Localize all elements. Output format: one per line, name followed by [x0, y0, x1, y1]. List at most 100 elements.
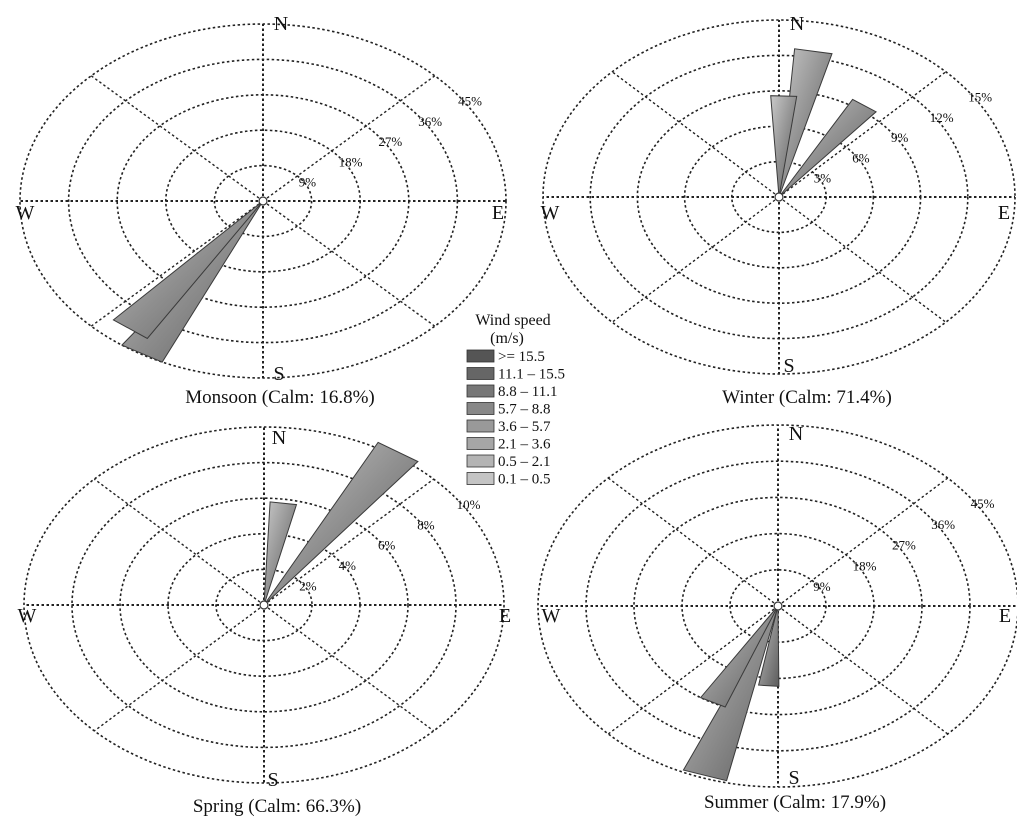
- grid-ring: [23, 426, 505, 784]
- ring-label: 3%: [814, 171, 832, 186]
- wind-petal: [112, 200, 264, 340]
- compass-west: W: [18, 605, 37, 627]
- ring-label: 45%: [971, 496, 995, 511]
- legend-swatch: [466, 419, 495, 433]
- ring-label: 8%: [417, 517, 435, 532]
- compass-east: E: [998, 202, 1010, 224]
- wind-rose-spring: 2% 4% 6% 8% 10% N S W E Spring (Calm: 66.3%): [18, 426, 511, 817]
- legend-label: 8.8 – 11.1: [498, 384, 557, 400]
- legend-swatch: [466, 367, 495, 380]
- ring-label: 45%: [458, 94, 482, 109]
- grid-spoke: [262, 75, 436, 202]
- wind-petal: [263, 441, 419, 606]
- grid-spoke: [90, 200, 264, 327]
- grid-spoke: [263, 478, 435, 606]
- grid-spoke: [611, 196, 780, 323]
- grid-spoke: [263, 604, 435, 732]
- ring-label: 12%: [930, 110, 954, 125]
- legend-swatch: [466, 454, 495, 468]
- grid-spoke: [607, 477, 779, 607]
- compass-north: N: [272, 427, 286, 449]
- legend-label: 11.1 – 15.5: [498, 367, 565, 383]
- legend-label: 0.1 – 0.5: [498, 472, 551, 488]
- wind-petal: [263, 501, 298, 606]
- polar-grid: [542, 19, 1016, 375]
- legend-swatch: [466, 472, 495, 485]
- wind-rose-summer: 9% 18% 27% 36% 45% N S W E Summer (Calm: 17.…: [537, 423, 1017, 813]
- grid-ring: [119, 497, 409, 713]
- grid-spoke: [93, 604, 265, 732]
- center-marker: [258, 196, 268, 206]
- legend-label: 3.6 – 5.7: [498, 419, 551, 435]
- compass-south: S: [783, 355, 794, 377]
- legend-label: 2.1 – 3.6: [498, 437, 551, 453]
- petal-group: [770, 48, 877, 202]
- ring-label: 6%: [852, 150, 870, 165]
- grid-ring: [633, 496, 923, 716]
- compass-north: N: [790, 13, 804, 35]
- grid-spoke: [777, 477, 949, 607]
- compass-west: W: [16, 202, 35, 224]
- ring-label: 4%: [339, 558, 357, 573]
- legend-title: Wind speed: [475, 312, 550, 329]
- ring-label-group: 9% 18% 27% 36% 45%: [299, 94, 482, 190]
- legend-label: 5.7 – 8.8: [498, 402, 551, 418]
- wind-petal: [699, 605, 779, 708]
- grid-spoke: [611, 71, 780, 198]
- petal-group: [112, 196, 268, 363]
- legend-items: >= 15.5 11.1 – 15.58.8 – 11.1 5.7 – 8.83.6…: [466, 349, 565, 488]
- petal-group: [682, 601, 783, 782]
- legend-swatch: [466, 402, 495, 415]
- wind-rose-monsoon: 9% 18% 27% 36% 45% N S W E Monsoon (Calm: 16…: [16, 13, 507, 408]
- compass-south: S: [788, 767, 799, 789]
- compass-east: E: [499, 605, 511, 627]
- legend-swatch: [466, 384, 495, 398]
- ring-label: 36%: [418, 114, 442, 129]
- compass-south: S: [273, 363, 284, 385]
- ring-label: 2%: [299, 579, 317, 594]
- panel-caption: Monsoon (Calm: 16.8%): [185, 387, 374, 408]
- polar-grid: [19, 23, 507, 379]
- ring-label: 15%: [968, 90, 992, 105]
- wind-petal: [757, 605, 780, 687]
- legend-unit: (m/s): [490, 330, 524, 347]
- panel-caption: Spring (Calm: 66.3%): [193, 796, 361, 817]
- ring-label: 10%: [457, 497, 481, 512]
- wind-petal: [770, 95, 798, 198]
- grid-spoke: [777, 605, 949, 735]
- legend-label: >= 15.5: [498, 349, 545, 365]
- wind-petal: [778, 98, 877, 198]
- grid-spoke: [607, 605, 779, 735]
- grid-spoke: [778, 196, 947, 323]
- ring-label-group: 3% 6% 9% 12% 15%: [814, 90, 993, 186]
- compass-east: E: [999, 605, 1011, 627]
- grid-spoke: [93, 478, 265, 606]
- ring-label: 36%: [931, 517, 955, 532]
- compass-west: W: [541, 202, 560, 224]
- ring-label: 18%: [339, 154, 363, 169]
- grid-spoke: [262, 200, 436, 327]
- ring-label-group: 2% 4% 6% 8% 10%: [299, 497, 480, 594]
- ring-label: 27%: [892, 538, 916, 553]
- compass-north: N: [789, 423, 803, 445]
- ring-label-group: 9% 18% 27% 36% 45%: [813, 496, 994, 594]
- panel-caption: Summer (Calm: 17.9%): [704, 792, 886, 813]
- compass-west: W: [542, 605, 561, 627]
- grid-spoke: [90, 75, 264, 202]
- panel-caption: Winter (Calm: 71.4%): [722, 387, 892, 408]
- petal-group: [259, 441, 419, 610]
- ring-label: 6%: [378, 538, 396, 553]
- center-marker: [773, 601, 783, 611]
- ring-label: 18%: [853, 559, 877, 574]
- wind-speed-legend: Wind speed (m/s) >= 15.5 11.1 – 15.58.8 –…: [466, 312, 565, 488]
- ring-label: 9%: [891, 130, 909, 145]
- ring-label: 9%: [299, 175, 317, 190]
- ring-label: 27%: [378, 134, 402, 149]
- compass-east: E: [492, 202, 504, 224]
- polar-grid: [23, 426, 505, 784]
- wind-rose-winter: 3% 6% 9% 12% 15% N S W E Winter (Calm: 71.4%…: [541, 13, 1016, 408]
- ring-label: 9%: [813, 579, 831, 594]
- center-marker: [774, 192, 784, 202]
- legend-label: 0.5 – 2.1: [498, 454, 551, 470]
